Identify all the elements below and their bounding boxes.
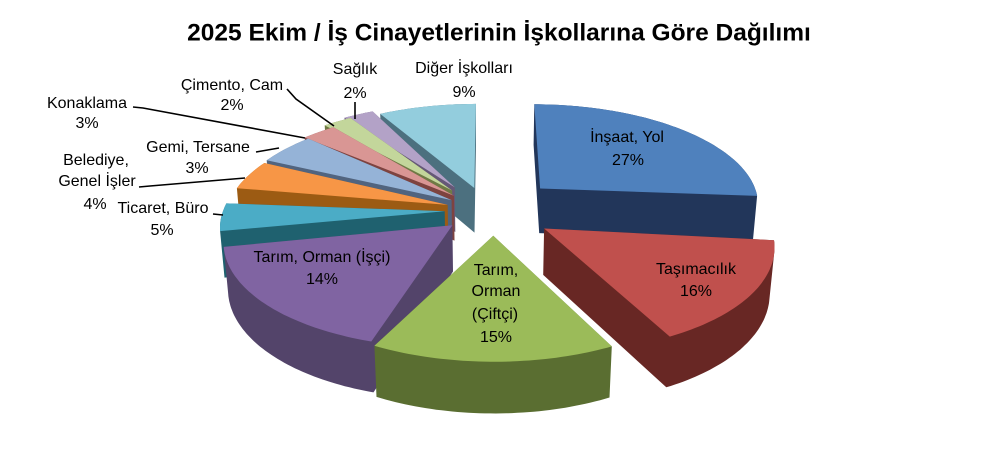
svg-text:Orman: Orman: [472, 283, 521, 300]
svg-text:Belediye,: Belediye,: [63, 152, 129, 169]
svg-text:15%: 15%: [480, 329, 512, 346]
svg-text:Gemi, Tersane: Gemi, Tersane: [146, 139, 250, 156]
svg-text:Genel İşler: Genel İşler: [58, 171, 136, 190]
svg-text:3%: 3%: [185, 160, 208, 177]
svg-text:3%: 3%: [75, 115, 98, 132]
svg-text:(Çiftçi): (Çiftçi): [472, 306, 518, 323]
svg-text:Ticaret, Büro: Ticaret, Büro: [118, 200, 209, 217]
svg-text:Konaklama: Konaklama: [47, 95, 127, 112]
svg-text:Taşımacılık: Taşımacılık: [656, 261, 737, 278]
svg-text:4%: 4%: [83, 196, 106, 213]
svg-text:Diğer İşkolları: Diğer İşkolları: [415, 58, 513, 77]
svg-text:5%: 5%: [150, 222, 173, 239]
svg-text:16%: 16%: [680, 283, 712, 300]
svg-text:Tarım, Orman (İşçi): Tarım, Orman (İşçi): [254, 247, 391, 266]
svg-text:Tarım,: Tarım,: [474, 262, 518, 279]
svg-text:27%: 27%: [612, 152, 644, 169]
svg-text:9%: 9%: [452, 84, 475, 101]
svg-text:İnşaat, Yol: İnşaat, Yol: [590, 127, 664, 146]
svg-text:2025 Ekim / İş Cinayetlerinin: 2025 Ekim / İş Cinayetlerinin İşkolların…: [187, 19, 811, 46]
svg-text:14%: 14%: [306, 271, 338, 288]
svg-text:2%: 2%: [220, 97, 243, 114]
svg-text:2%: 2%: [343, 85, 366, 102]
svg-text:Çimento, Cam: Çimento, Cam: [181, 77, 283, 94]
svg-text:Sağlık: Sağlık: [333, 61, 378, 78]
